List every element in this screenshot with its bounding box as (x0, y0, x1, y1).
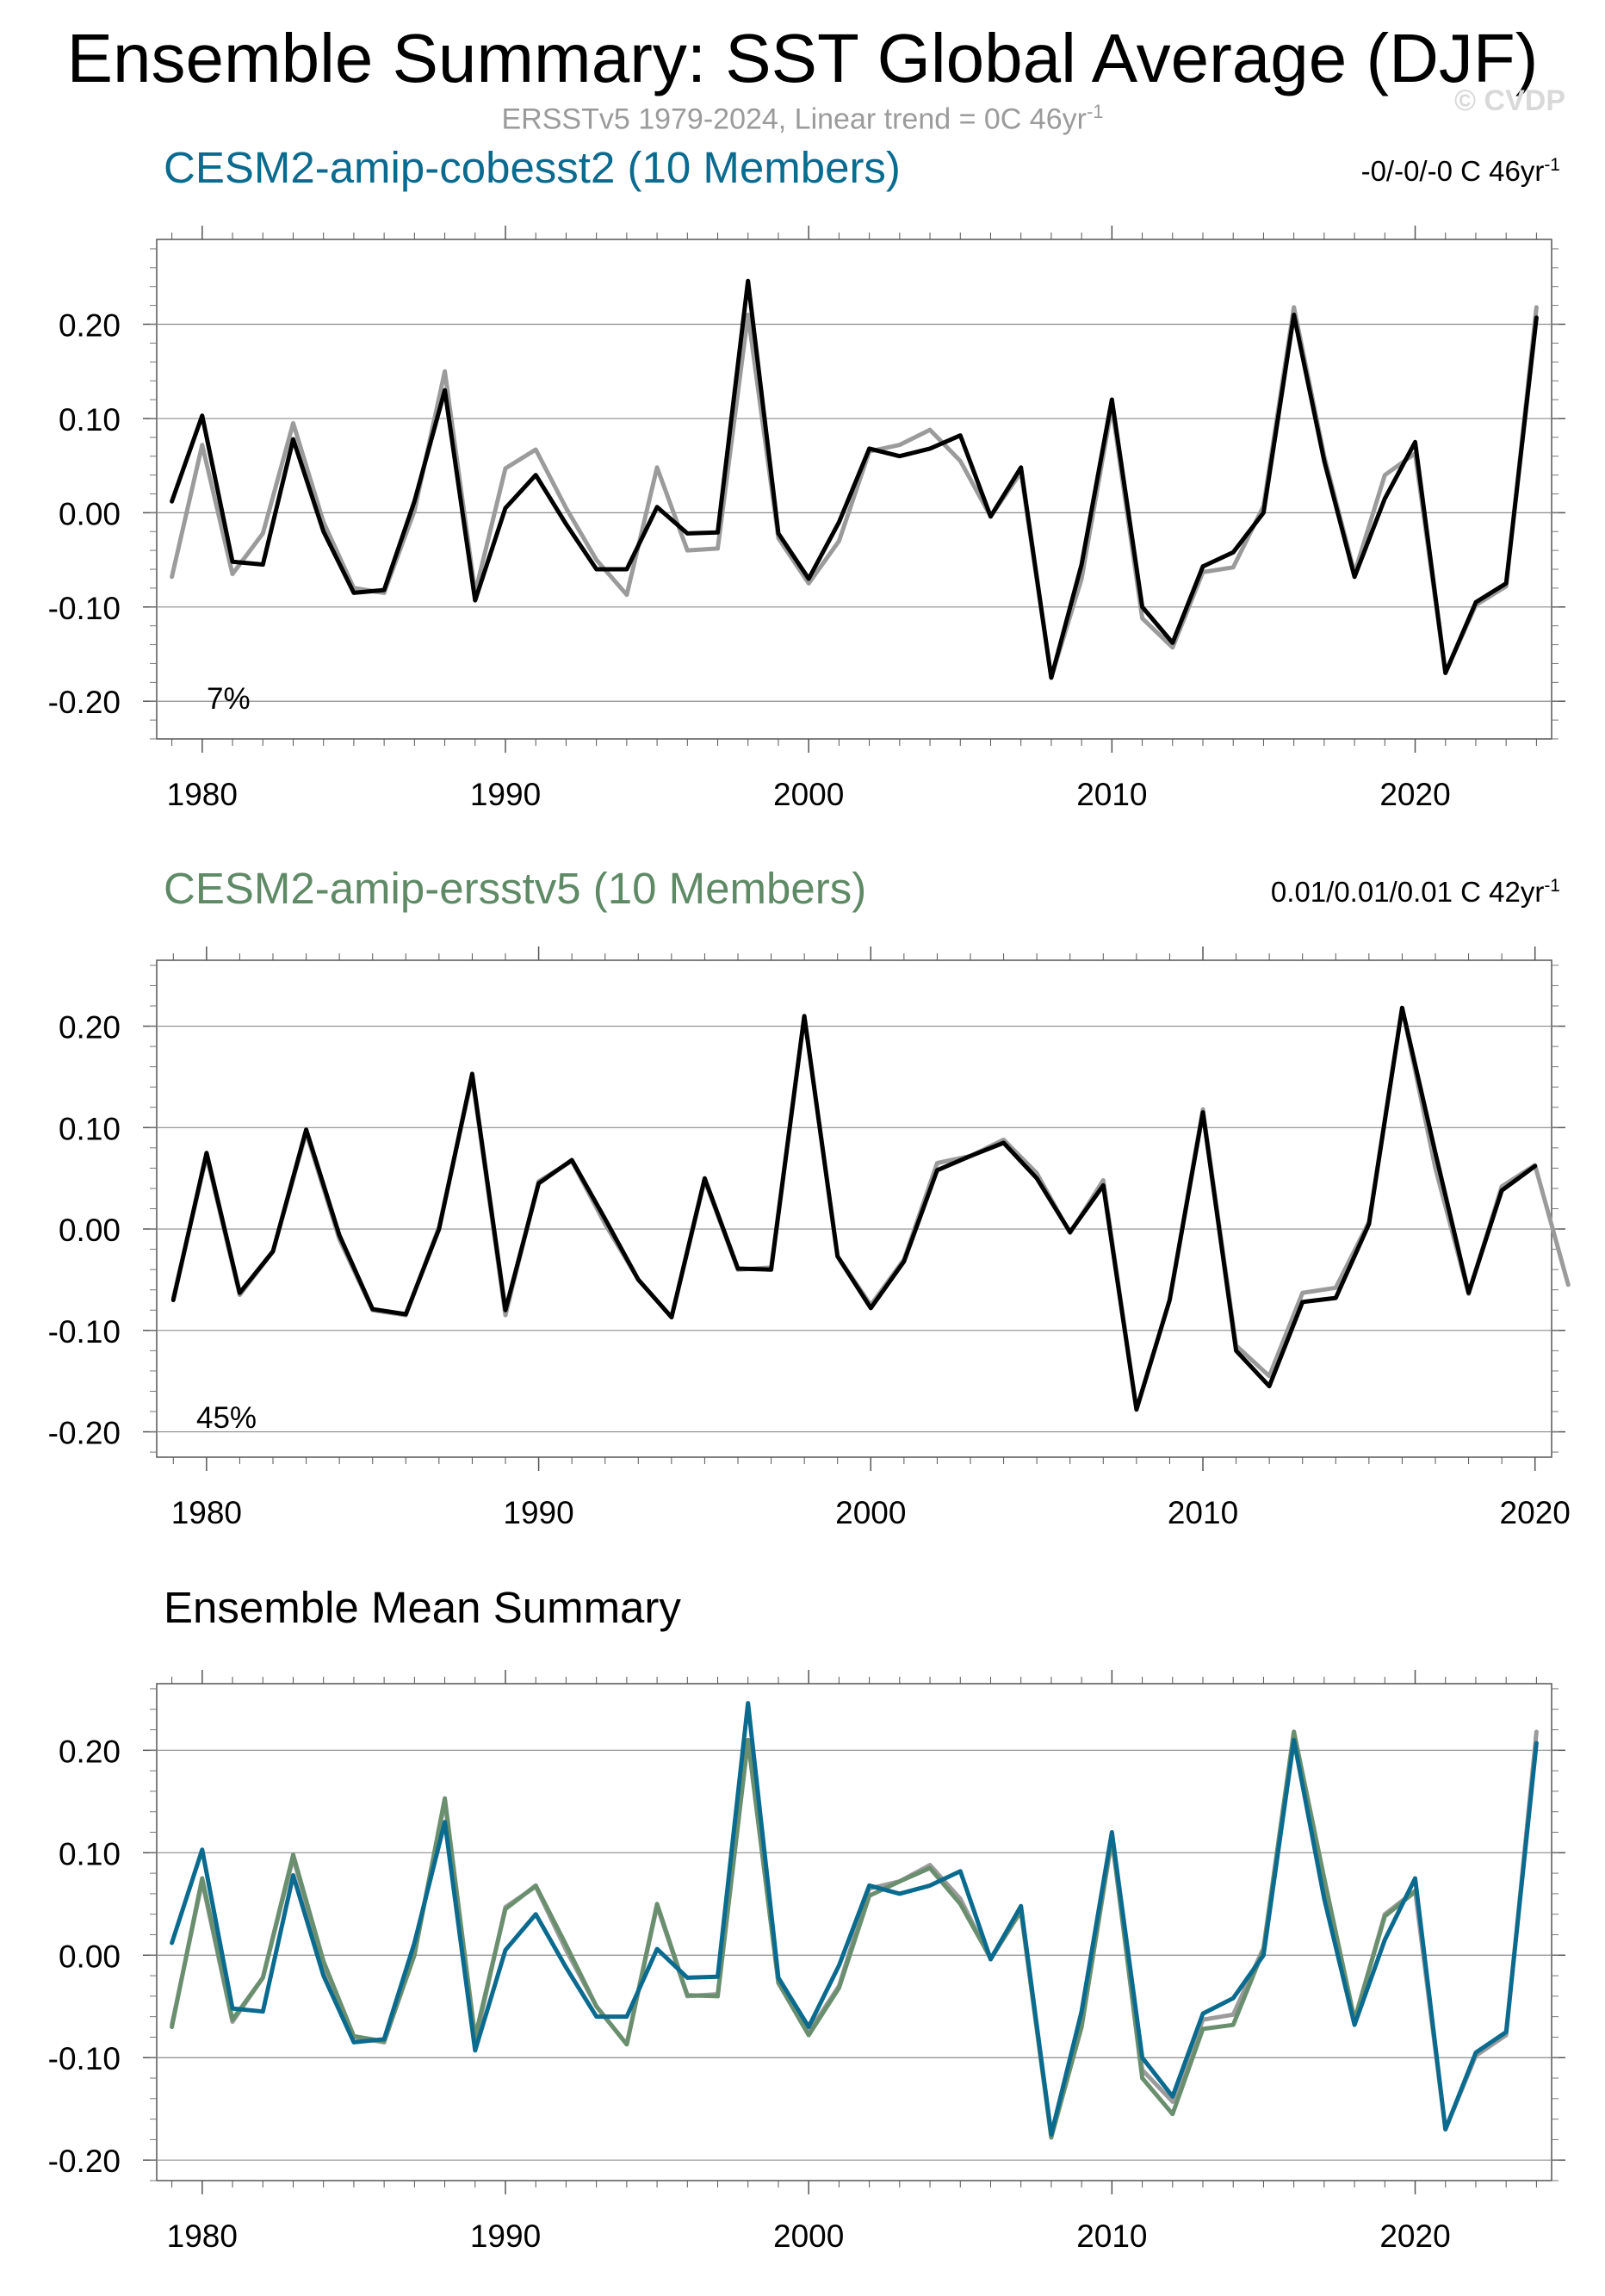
plot-frame (156, 1683, 1552, 2181)
series-line-member (170, 278, 1539, 680)
panel-1-trend-sup: -1 (1544, 155, 1560, 175)
y-tick-label: -0.10 (48, 1314, 121, 1350)
cobesst2-chart: -0.20 -0.10 0.00 0.10 0.20 1980 1990 2000 2010 20… (48, 226, 1565, 812)
y-tick-label: 0.20 (59, 1734, 121, 1769)
percent-annotation: 45% (196, 1401, 257, 1435)
x-tick-label: 1980 (167, 2218, 238, 2254)
plot-frame (156, 239, 1552, 740)
page-title: Ensemble Summary: SST Global Average (DJ… (66, 20, 1539, 96)
x-tick-label: 2000 (835, 1495, 906, 1530)
panel-2-trend-text: 0.01/0.01/0.01 C 42yr (1270, 876, 1545, 908)
series-line-observation (170, 1005, 1571, 1412)
y-tick-label: 0.10 (59, 402, 121, 437)
y-tick-label: -0.20 (48, 1416, 121, 1451)
x-tick-label: 2010 (1076, 777, 1147, 812)
x-tick-label: 2010 (1076, 2218, 1147, 2254)
x-tick-label: 1980 (171, 1495, 242, 1530)
subtitle-text: ERSSTv5 1979-2024, Linear trend = 0C 46y… (501, 102, 1087, 136)
panel-3-title: Ensemble Mean Summary (164, 1583, 681, 1632)
panel-2-title: CESM2-amip-ersstv5 (10 Members) (164, 864, 867, 913)
x-tick-label: 1990 (503, 1495, 573, 1530)
percent-annotation: 7% (207, 682, 251, 716)
cvdp-watermark: © CVDP (1454, 84, 1565, 117)
panel-2-trend-sup: -1 (1544, 876, 1560, 896)
y-tick-label: 0.00 (59, 1939, 121, 1974)
series-line-mean_cobesst2 (170, 1701, 1539, 2137)
plot-frame (156, 959, 1552, 1458)
x-tick-label: 2020 (1379, 777, 1450, 812)
y-tick-label: -0.10 (48, 591, 121, 626)
x-tick-label: 2010 (1168, 1495, 1238, 1530)
x-tick-label: 2020 (1500, 1495, 1571, 1530)
y-tick-label: 0.10 (59, 1836, 121, 1871)
page-subtitle: ERSSTv5 1979-2024, Linear trend = 0C 46y… (0, 101, 1605, 136)
series-line-member (170, 1005, 1538, 1412)
y-tick-label: 0.20 (59, 307, 121, 343)
panel-1-trend-text: -0/-0/-0 C 46yr (1360, 155, 1545, 187)
panel-2-trend: 0.01/0.01/0.01 C 42yr-1 (1271, 876, 1560, 909)
y-tick-label: -0.10 (48, 2041, 121, 2076)
x-tick-label: 1990 (470, 2218, 541, 2254)
x-tick-label: 1980 (167, 777, 238, 812)
y-tick-label: -0.20 (48, 685, 121, 720)
x-tick-label: 2020 (1379, 2218, 1450, 2254)
subtitle-superscript: -1 (1086, 101, 1104, 122)
y-tick-label: 0.00 (59, 1213, 121, 1248)
y-tick-label: -0.20 (48, 2144, 121, 2179)
series-line-mean_ersstv5 (170, 1729, 1417, 2140)
x-tick-label: 2000 (773, 777, 844, 812)
x-tick-label: 2000 (773, 2218, 844, 2254)
ensemble-mean-chart: -0.20 -0.10 0.00 0.10 0.20 1980 1990 2000 2010 20… (48, 1670, 1565, 2254)
y-tick-label: 0.10 (59, 1111, 121, 1146)
panel-1-title: CESM2-amip-cobesst2 (10 Members) (164, 143, 901, 192)
y-tick-label: 0.00 (59, 496, 121, 531)
panel-1-trend: -0/-0/-0 C 46yr-1 (1361, 155, 1560, 188)
ersstv5-chart: -0.20 -0.10 0.00 0.10 0.20 1980 1990 2000 2010 20… (48, 946, 1571, 1530)
x-tick-label: 1990 (470, 777, 541, 812)
y-tick-label: 0.20 (59, 1010, 121, 1046)
